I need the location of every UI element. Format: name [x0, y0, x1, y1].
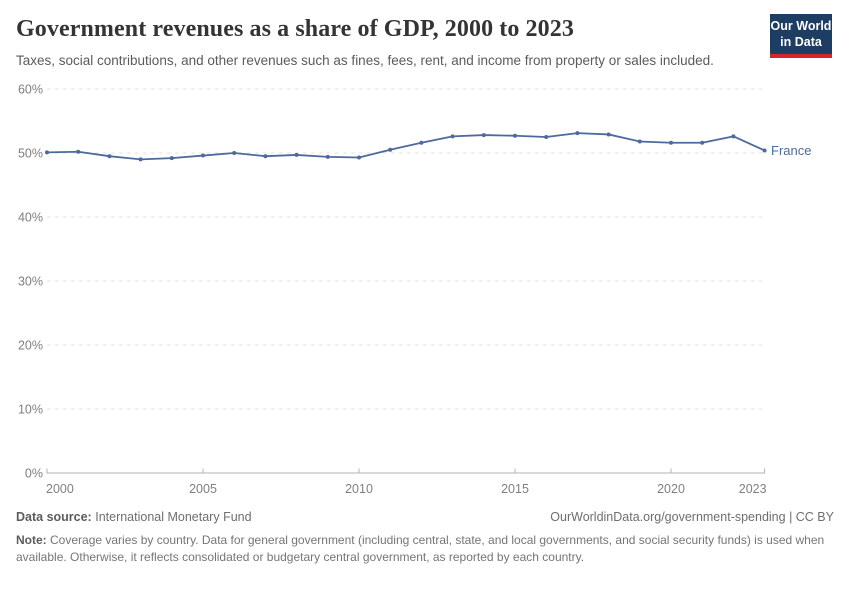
y-tick-label-40: 40% [18, 210, 43, 224]
data-point-france-2000[interactable] [45, 150, 49, 155]
x-tick-label-2023: 2023 [739, 482, 767, 496]
y-tick-label-60: 60% [18, 82, 43, 96]
data-point-france-2017[interactable] [575, 131, 580, 136]
x-tick-label-2020: 2020 [657, 482, 685, 496]
chart-header: Government revenues as a share of GDP, 2… [0, 0, 850, 71]
data-point-france-2004[interactable] [169, 155, 174, 160]
datasource-text: Data source: International Monetary Fund [16, 509, 252, 525]
data-point-france-2022[interactable] [731, 134, 736, 139]
x-tick-label-2000: 2000 [46, 482, 74, 496]
y-tick-label-0: 0% [25, 466, 43, 480]
data-point-france-2023[interactable] [762, 148, 767, 153]
owid-logo-line1: Our World [770, 19, 832, 33]
data-point-france-2002[interactable] [107, 154, 112, 159]
datasource-row: Data source: International Monetary Fund… [16, 509, 834, 525]
x-tick-label-2010: 2010 [345, 482, 373, 496]
data-point-france-2010[interactable] [357, 155, 361, 160]
note-row: Note: Coverage varies by country. Data f… [16, 532, 834, 566]
data-point-france-2007[interactable] [263, 154, 268, 159]
owid-logo-line2: in Data [780, 34, 822, 49]
data-point-france-2005[interactable] [201, 153, 205, 158]
note-label: Note: [16, 533, 47, 548]
x-tick-label-2015: 2015 [501, 482, 529, 496]
series-label-france[interactable]: France [771, 143, 811, 158]
data-point-france-2021[interactable] [700, 140, 705, 145]
owid-cc-link[interactable]: OurWorldinData.org/government-spending |… [550, 509, 834, 524]
data-point-france-2015[interactable] [513, 133, 517, 138]
data-point-france-2012[interactable] [419, 140, 424, 145]
datasource-label: Data source: [16, 509, 92, 524]
y-tick-label-30: 30% [18, 274, 43, 288]
chart-canvas[interactable]: 0% 10% 20% 30% 40% 50% 60% 2000 2005 2010 2015 2020… [0, 73, 850, 503]
chart-subtitle: Taxes, social contributions, and other r… [16, 52, 714, 68]
data-point-france-2020[interactable] [669, 140, 673, 145]
data-point-france-2018[interactable] [606, 132, 611, 137]
page-title: Government revenues as a share of GDP, 2… [16, 16, 574, 42]
data-point-france-2019[interactable] [637, 139, 642, 144]
data-point-france-2016[interactable] [544, 134, 549, 139]
datasource-value: International Monetary Fund [95, 509, 252, 524]
data-point-france-2009[interactable] [325, 154, 330, 159]
y-tick-label-10: 10% [18, 402, 43, 416]
owid-logo: Our World in Data [770, 14, 832, 59]
chart-footer: Data source: International Monetary Fund… [0, 503, 850, 566]
series-line-france[interactable] [46, 132, 766, 161]
data-point-france-2013[interactable] [450, 134, 455, 139]
data-point-france-2008[interactable] [294, 152, 299, 157]
data-point-france-2003[interactable] [138, 157, 143, 162]
x-tick-label-2005: 2005 [189, 482, 217, 496]
y-tick-label-50: 50% [18, 146, 43, 160]
note-text: Coverage varies by country. Data for gen… [16, 533, 825, 564]
data-point-france-2011[interactable] [388, 147, 393, 152]
data-point-france-2006[interactable] [232, 150, 237, 155]
data-point-france-2014[interactable] [481, 132, 486, 137]
y-tick-label-20: 20% [18, 338, 43, 352]
data-point-france-2001[interactable] [76, 149, 81, 154]
